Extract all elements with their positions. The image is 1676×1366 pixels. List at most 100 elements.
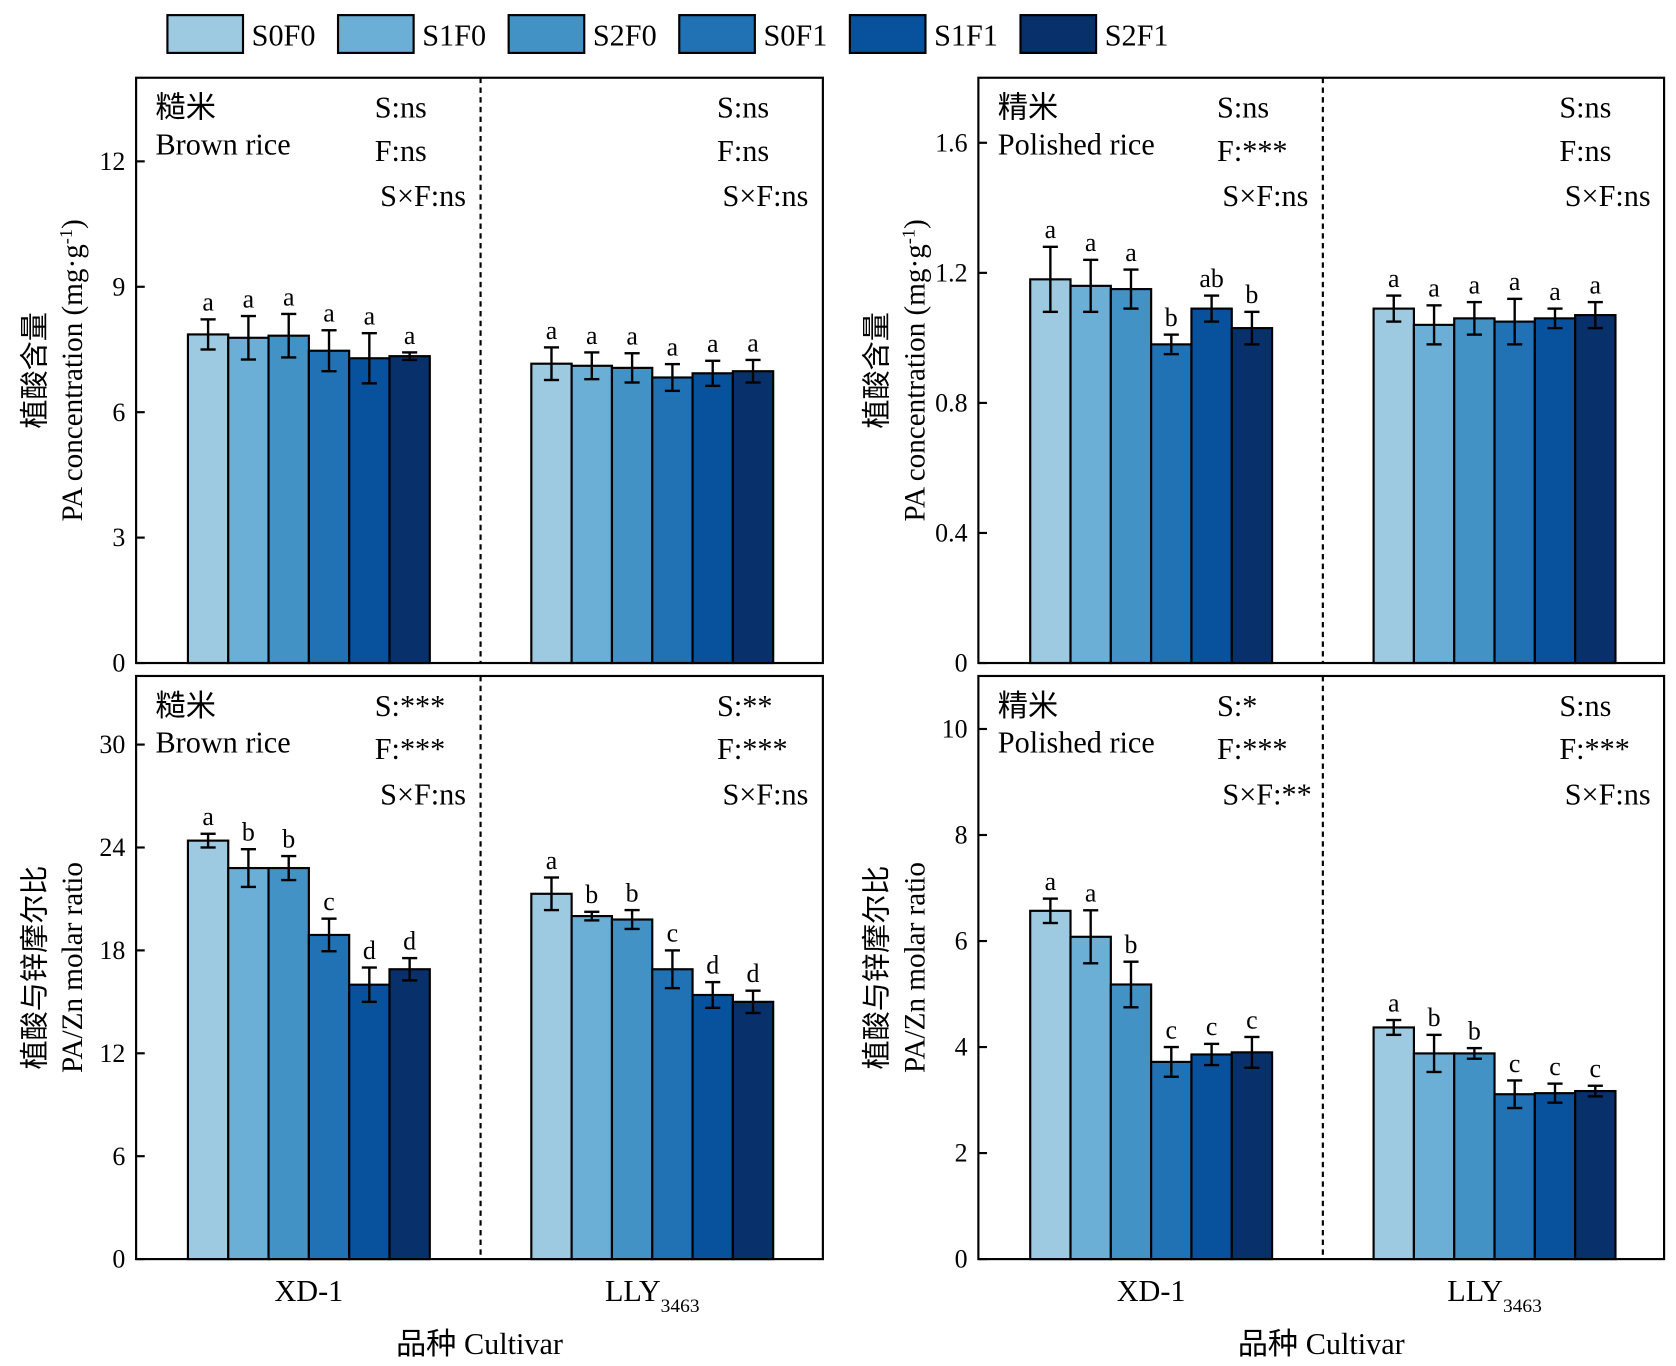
error-bar-s0f0-lly3463 (1386, 1018, 1402, 1037)
significance-letter-s2f1-lly3463: d (747, 959, 760, 988)
plot-frame (977, 76, 1666, 665)
anova-note: S:ns (375, 91, 427, 125)
bar-s2f0-xd-1 (267, 334, 310, 665)
error-bar-s1f0-lly3463 (584, 351, 600, 381)
y-tick-label: 12 (99, 1039, 125, 1068)
bar-s1f1-xd-1 (348, 357, 391, 665)
error-bar-s0f0-lly3463 (543, 876, 560, 912)
plot-frame (135, 674, 824, 1261)
y-axis-title-tail: ) (57, 219, 89, 229)
y-tick-label: 4 (955, 1033, 968, 1062)
significance-letter-s2f1-xd-1: d (403, 926, 416, 955)
y-tick-label: 0 (955, 1245, 968, 1274)
significance-letter-s2f1-lly3463: a (747, 328, 759, 357)
y-axis-title-cn: 植酸与锌摩尔比 (861, 866, 894, 1070)
significance-letter-s2f0-xd-1: a (1125, 238, 1137, 267)
significance-letter-s0f1-lly3463: c (667, 919, 679, 948)
y-tick-label: 30 (99, 730, 125, 759)
bar-s1f0-xd-1 (227, 866, 270, 1261)
error-bar-s2f1-lly3463 (745, 358, 761, 384)
error-bar-s2f1-xd-1 (1244, 1035, 1260, 1069)
anova-note: S×F:ns (1222, 179, 1308, 213)
anova-note: F:*** (1217, 732, 1288, 766)
bar-s0f0-lly3463 (530, 892, 573, 1261)
y-axis-title-en: PA concentration (mg·g-1) (56, 219, 89, 521)
legend-swatch-s0f1 (678, 14, 756, 54)
significance-letter-s0f0-xd-1: a (202, 288, 214, 317)
error-bar-s1f0-xd-1 (240, 314, 256, 361)
significance-letter-s2f0-lly3463: a (626, 322, 638, 351)
legend-label-s0f1: S0F1 (763, 18, 827, 52)
error-bar-s0f1-lly3463 (1507, 1079, 1523, 1110)
legend-swatch-s0f0 (166, 14, 245, 54)
bar-s1f0-lly3463 (570, 915, 614, 1261)
significance-letter-s0f0-lly3463: a (1388, 988, 1400, 1017)
error-bar-s1f0-xd-1 (240, 848, 256, 889)
anova-note: S:*** (375, 689, 446, 723)
legend-label-s1f0: S1F0 (422, 18, 486, 52)
bar-s2f1-lly3463 (1574, 1089, 1617, 1261)
significance-letter-s0f0-xd-1: a (1045, 215, 1057, 244)
legend-label-s2f1: S2F1 (1105, 18, 1169, 52)
bar-s0f0-xd-1 (1029, 278, 1072, 665)
significance-letter-s2f0-xd-1: a (283, 282, 295, 311)
anova-note: S:ns (717, 91, 769, 125)
y-tick-label: 10 (942, 715, 968, 744)
significance-letter-s0f1-lly3463: c (1509, 1049, 1521, 1078)
significance-letter-s0f1-xd-1: c (1166, 1015, 1177, 1044)
significance-letter-s0f1-xd-1: c (323, 887, 335, 916)
panel-label: 糙米 (156, 91, 216, 125)
bar-s0f0-lly3463 (1372, 307, 1415, 665)
significance-letter-s0f1-lly3463: a (1509, 267, 1521, 296)
significance-letter-s1f0-lly3463: a (586, 321, 598, 350)
y-tick-label: 24 (99, 833, 125, 862)
bar-s1f0-lly3463 (1412, 323, 1456, 665)
anova-note: S:ns (1559, 91, 1611, 125)
significance-letter-s0f0-lly3463: a (546, 316, 558, 345)
y-axis-title-en: PA/Zn molar ratio (899, 862, 931, 1073)
plot-frame (135, 76, 824, 665)
bar-s1f1-lly3463 (691, 993, 734, 1261)
significance-letter-s2f0-xd-1: b (282, 824, 295, 853)
category-label-xd-1: XD-1 (1117, 1274, 1186, 1308)
significance-letter-s1f0-xd-1: a (1085, 228, 1097, 257)
bar-s2f1-lly3463 (1574, 314, 1617, 665)
bar-s2f1-xd-1 (1230, 327, 1274, 665)
y-tick-label: 6 (955, 927, 968, 956)
y-tick-label: 6 (112, 1142, 125, 1171)
anova-note: F:ns (1559, 134, 1611, 168)
bar-s0f0-lly3463 (1372, 1026, 1415, 1261)
bar-s0f1-lly3463 (1493, 1093, 1536, 1261)
bar-s1f0-lly3463 (1412, 1052, 1456, 1261)
significance-letter-s1f1-lly3463: a (707, 329, 719, 358)
error-bar-s1f0-xd-1 (1083, 909, 1099, 965)
anova-note: S:* (1217, 689, 1257, 723)
y-axis-title-cn: 植酸含量 (18, 312, 51, 429)
bar-s1f1-lly3463 (1533, 1092, 1577, 1261)
legend-swatch-s2f0 (507, 14, 586, 54)
bar-s2f1-xd-1 (388, 968, 431, 1261)
error-bar-s0f1-xd-1 (321, 917, 337, 953)
error-bar-s1f0-lly3463 (1426, 304, 1442, 346)
bar-s1f1-xd-1 (348, 983, 391, 1261)
error-bar-s1f0-lly3463 (584, 910, 600, 922)
y-tick-label: 1.6 (935, 128, 967, 157)
error-bar-s1f0-xd-1 (1083, 258, 1099, 314)
error-bar-s2f0-lly3463 (624, 908, 640, 931)
y-axis-title-tail: ) (899, 219, 931, 229)
legend-swatch-s2f1 (1019, 14, 1098, 54)
bar-s0f1-lly3463 (651, 376, 694, 665)
error-bar-s1f1-xd-1 (361, 331, 377, 385)
y-axis-title-cn: 植酸含量 (861, 312, 894, 429)
error-bar-s0f0-xd-1 (200, 318, 216, 351)
y-tick-label: 0.4 (935, 519, 967, 548)
bar-s0f1-lly3463 (1493, 320, 1536, 665)
anova-note: S:** (717, 689, 772, 723)
anova-note: S×F:ns (380, 777, 466, 811)
anova-note: S×F:** (1222, 777, 1311, 811)
anova-note: S:ns (1559, 689, 1611, 723)
error-bar-s2f1-xd-1 (1244, 310, 1260, 346)
panel-label: 糙米 (156, 689, 216, 723)
bar-s0f1-lly3463 (651, 968, 694, 1261)
